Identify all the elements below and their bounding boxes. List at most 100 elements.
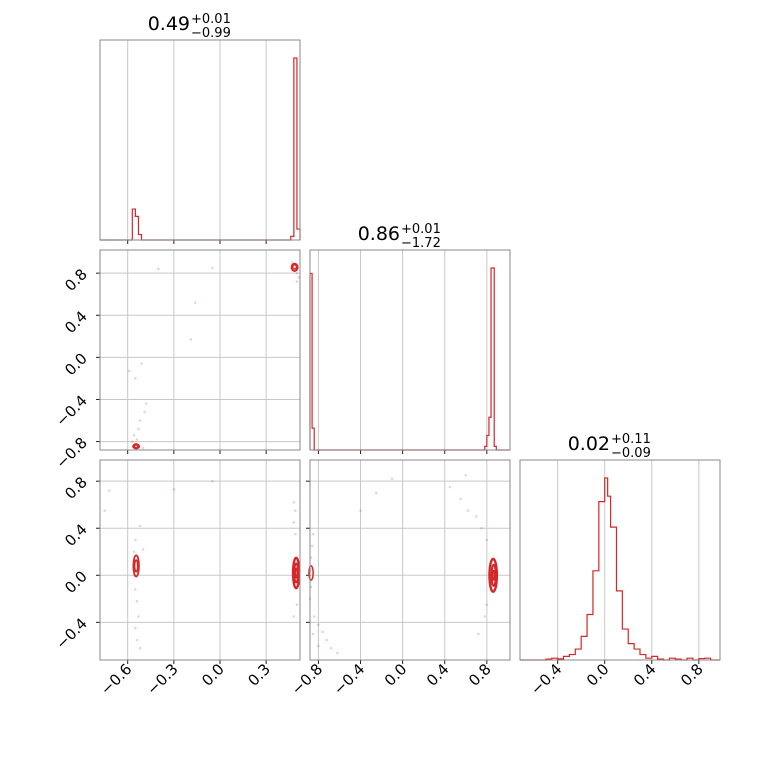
sample-point (480, 526, 483, 530)
sample-point (138, 524, 142, 528)
sample-point (134, 538, 137, 542)
density-contour (132, 554, 140, 578)
panel-0-0 (127, 40, 267, 244)
sample-point (485, 538, 489, 542)
sample-point (194, 301, 197, 304)
x-tick-label: 0.4 (630, 660, 660, 690)
sample-point (135, 638, 139, 642)
x-tick-label: −0.3 (143, 660, 181, 698)
sample-point (292, 615, 296, 618)
sample-point (189, 338, 193, 341)
sample-point (297, 276, 300, 279)
sample-point (475, 515, 478, 518)
x-tick-label: 0.3 (244, 660, 274, 690)
sample-point (172, 488, 176, 491)
sample-point (137, 427, 140, 431)
sample-point (134, 377, 137, 380)
x-tick-label: 0.8 (465, 660, 495, 690)
panel-0-2 (96, 460, 300, 664)
sample-point (317, 623, 320, 627)
sample-point (485, 603, 489, 607)
sample-point (477, 632, 480, 636)
histogram-2 (520, 477, 720, 661)
sample-point (312, 615, 316, 618)
histogram-1 (309, 267, 510, 451)
scatter-0-2 (103, 479, 301, 650)
panel-0-1 (96, 250, 300, 454)
title-plus-0: +0.01 (191, 12, 231, 27)
y-tick-label: 0.0 (61, 567, 91, 597)
y-tick-label: −0.4 (52, 392, 90, 430)
sample-point (135, 438, 139, 441)
density-contour (491, 569, 496, 581)
sample-point (211, 479, 214, 483)
sample-point (157, 267, 160, 271)
x-tick-label: −0.6 (97, 660, 135, 698)
sample-point (295, 271, 299, 275)
title-plus-1: +0.01 (401, 222, 441, 237)
sample-point (321, 630, 324, 634)
sample-point (294, 532, 297, 536)
y-tick-label: 0.0 (61, 349, 91, 379)
sample-point (292, 521, 296, 524)
sample-point (143, 410, 146, 414)
sample-point (359, 509, 362, 512)
x-tick-label: 0.0 (583, 660, 613, 690)
sample-point (131, 440, 134, 443)
sample-point (211, 266, 214, 270)
x-tick-label: 0.0 (381, 660, 411, 690)
title-minus-0: −0.99 (191, 26, 231, 41)
panel-1-2 (306, 460, 510, 664)
sample-point (317, 644, 320, 648)
sample-point (141, 548, 145, 551)
sample-point (134, 588, 137, 591)
x-tick-label: 0.0 (198, 660, 228, 690)
sample-point (483, 615, 487, 618)
sample-point (137, 615, 140, 618)
sample-point (294, 509, 297, 512)
sample-point (464, 473, 468, 477)
sample-point (336, 651, 339, 655)
histogram-0 (100, 57, 301, 241)
sample-point (144, 402, 148, 405)
sample-point (325, 638, 329, 642)
y-tick-label: 0.8 (61, 473, 91, 503)
density-contour (294, 567, 299, 579)
density-contour (133, 444, 139, 449)
panel-1-1 (317, 250, 488, 454)
x-tick-label: −0.4 (330, 660, 368, 698)
title-median-1: 0.86 (358, 223, 400, 245)
density-contour (490, 563, 497, 587)
sample-point (459, 497, 462, 501)
x-tick-label: 0.8 (677, 660, 707, 690)
sample-point (311, 632, 315, 636)
panel-frame (309, 249, 511, 451)
panel-frame (519, 459, 721, 661)
density-contour (292, 263, 298, 270)
density-contour (290, 262, 299, 272)
sample-point (134, 626, 137, 630)
sample-point (329, 646, 333, 650)
density-contour (293, 562, 300, 584)
sample-point (127, 369, 131, 373)
sample-point (295, 280, 299, 283)
density-contour (133, 559, 139, 573)
sample-point (138, 419, 142, 422)
y-tick-label: −0.4 (52, 614, 90, 652)
title-minus-2: −0.09 (611, 446, 651, 461)
y-tick-label: 0.8 (61, 265, 91, 295)
density-contour (132, 443, 141, 450)
sample-point (310, 544, 314, 548)
density-contour (488, 557, 499, 593)
x-tick-label: −0.4 (527, 660, 565, 698)
scatter-0-1 (127, 261, 300, 450)
sample-point (295, 603, 299, 607)
y-tick-label: 0.4 (61, 307, 91, 337)
sample-point (141, 446, 145, 450)
title-plus-2: +0.11 (611, 432, 651, 447)
panel-frame (99, 39, 301, 241)
title-median-0: 0.49 (148, 13, 190, 35)
title-minus-1: −1.72 (401, 236, 441, 251)
panel-frame (99, 249, 301, 451)
